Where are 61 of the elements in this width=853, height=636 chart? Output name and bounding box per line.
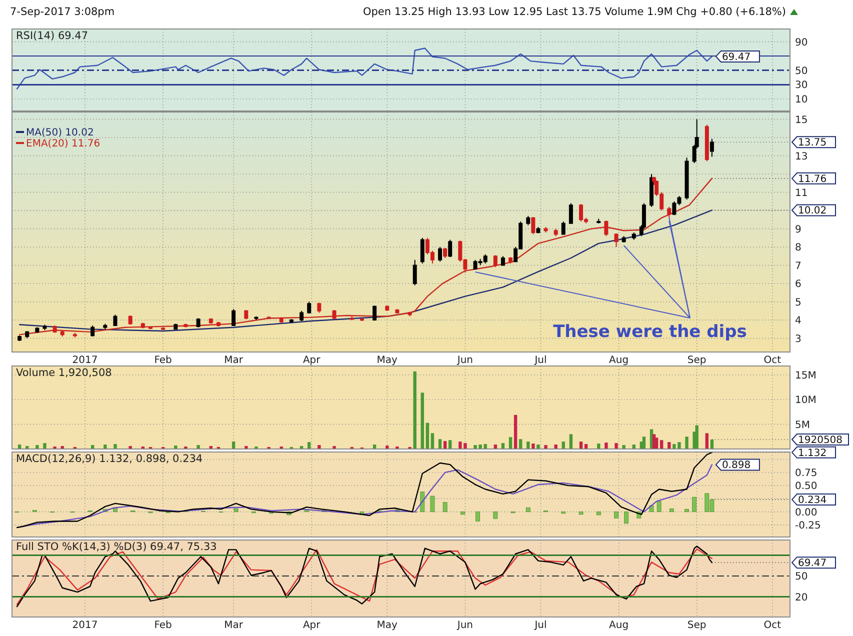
annotation: These were the dips: [553, 322, 747, 342]
y-tick-label: 0.50: [795, 481, 818, 492]
x-tick-label: Apr: [302, 620, 322, 631]
y-tick-label: 9: [795, 224, 802, 236]
y-tick-label: 8: [795, 242, 802, 254]
x-tick-label: Jun: [456, 620, 474, 631]
x-tick-label: Jul: [534, 620, 547, 631]
y-tick-label: 10M: [795, 395, 816, 406]
annotation: 69.47: [798, 558, 827, 570]
text: Open 13.25 High 13.93 Low 12.95 Last 13.75 Volume 1.9M Chg +0.80 (+6.18%): [363, 6, 786, 18]
chart-title: MACD(12,26,9) 1.132, 0.898, 0.234: [16, 453, 203, 465]
y-tick-label: 50: [795, 66, 808, 77]
x-tick-label: Oct: [764, 620, 782, 631]
annotation: 11.76: [798, 174, 827, 185]
annotation: 1.132: [798, 448, 827, 459]
y-tick-label: 5: [795, 297, 802, 308]
annotation: 13.75: [798, 138, 827, 149]
y-tick-label: 11: [795, 188, 808, 199]
y-tick-label: 90: [795, 37, 808, 48]
x-tick-label: Aug: [609, 620, 629, 631]
x-tick-label: Oct: [764, 355, 782, 366]
x-tick-label: 2017: [72, 355, 98, 366]
y-tick-label: 10: [795, 94, 808, 106]
y-tick-label: 20: [795, 592, 808, 604]
annotation: 69.47: [722, 52, 751, 63]
legend-label: MA(50) 10.02: [26, 128, 94, 138]
y-tick-label: 6: [795, 279, 802, 290]
x-tick-label: May: [376, 355, 398, 366]
y-tick-label: 15: [795, 114, 808, 126]
annotation: 1920508: [798, 435, 843, 446]
x-tick-label: Jun: [456, 355, 474, 366]
annotation: 10.02: [798, 206, 827, 217]
legend-label: EMA(20) 11.76: [26, 138, 100, 150]
x-tick-label: Mar: [224, 355, 244, 366]
chart-title: RSI(14) 69.47: [16, 30, 88, 42]
text: 7-Sep-2017 3:08pm: [10, 6, 115, 18]
x-tick-label: Sep: [687, 355, 706, 366]
y-tick-label: 3: [795, 334, 802, 345]
x-tick-label: 2017: [72, 620, 98, 631]
x-tick-label: May: [376, 620, 398, 631]
annotation: 0.234: [798, 495, 827, 506]
x-tick-label: Jul: [534, 355, 547, 366]
y-tick-label: 30: [795, 80, 808, 92]
y-tick-label: 4: [795, 316, 802, 327]
x-tick-label: Apr: [302, 355, 322, 366]
y-tick-label: -0.25: [795, 520, 821, 532]
chart-title: Volume 1,920,508: [16, 367, 112, 379]
y-tick-label: 50: [795, 572, 808, 583]
y-tick-label: 7: [795, 260, 802, 272]
y-tick-label: 15M: [795, 370, 816, 382]
y-tick-label: 0.75: [795, 468, 818, 479]
x-tick-label: Aug: [609, 355, 629, 366]
y-tick-label: 5M: [795, 420, 810, 431]
x-tick-label: Sep: [687, 620, 706, 631]
x-tick-label: Feb: [154, 620, 172, 631]
y-tick-label: 13: [795, 151, 808, 162]
chart-title: Full STO %K(14,3) %D(3) 69.47, 75.33: [16, 541, 217, 553]
x-tick-label: Mar: [224, 620, 244, 631]
y-tick-label: 0.00: [795, 507, 818, 518]
annotation: 0.898: [722, 460, 751, 472]
x-tick-label: Feb: [154, 355, 172, 366]
